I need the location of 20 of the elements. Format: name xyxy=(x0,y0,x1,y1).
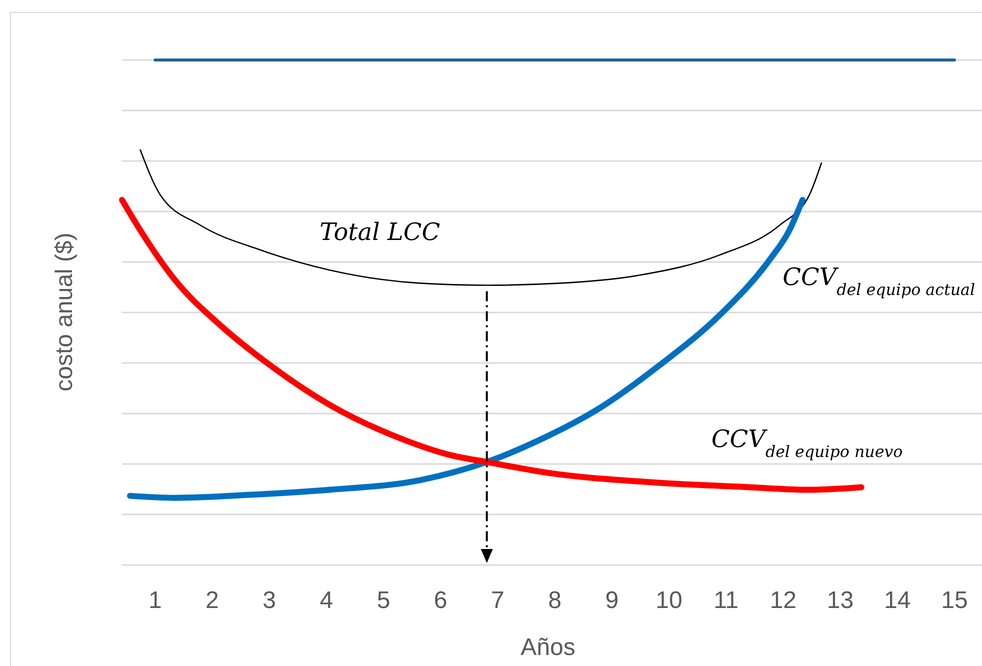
x-tick-label: 12 xyxy=(770,587,797,614)
x-tick-label: 13 xyxy=(826,587,854,614)
series-label: CCV$_{del equipo actual}$ xyxy=(782,262,976,298)
x-tick-label: 6 xyxy=(434,587,448,614)
x-tick-label: 1 xyxy=(148,587,162,614)
x-tick-label: 4 xyxy=(320,587,334,614)
x-tick-label: 15 xyxy=(941,587,968,614)
x-tick-label: 8 xyxy=(548,587,562,614)
series-label: CCV$_{del equipo nuevo}$ xyxy=(711,425,903,461)
x-tick-label: 2 xyxy=(206,587,219,614)
x-axis-title: Años xyxy=(520,634,576,661)
x-tick-label: 5 xyxy=(376,587,390,614)
x-tick-label: 7 xyxy=(491,587,504,614)
x-tick-label: 14 xyxy=(884,587,911,614)
x-tick-label: 9 xyxy=(605,587,619,614)
x-tick-label: 11 xyxy=(714,587,739,614)
x-tick-label: 10 xyxy=(656,587,682,614)
series-label: Total LCC xyxy=(320,218,440,246)
y-axis-title: costo anual ($) xyxy=(51,232,78,392)
x-tick-label: 3 xyxy=(262,587,276,614)
